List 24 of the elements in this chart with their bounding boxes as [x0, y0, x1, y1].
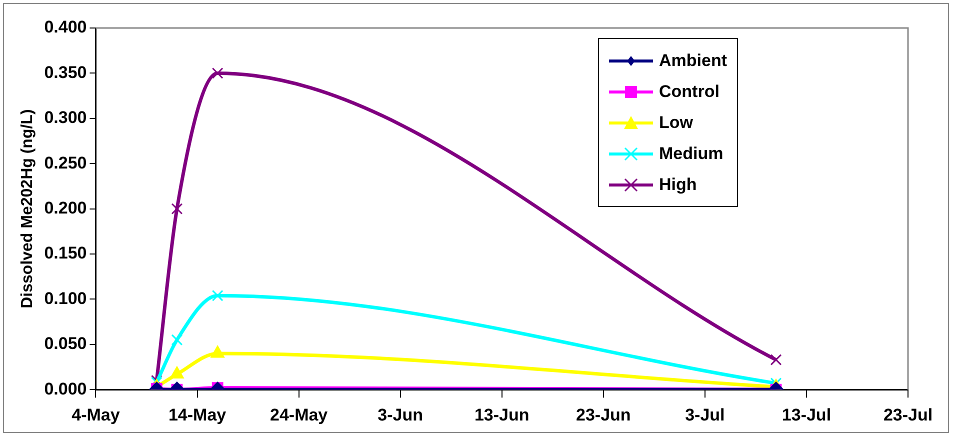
- x-tick-label: 3-Jul: [685, 405, 725, 424]
- legend-label: Ambient: [659, 50, 727, 70]
- x-tick-label: 14-May: [168, 405, 227, 424]
- y-tick-label: 0.400: [44, 18, 87, 37]
- legend-label: High: [659, 174, 697, 194]
- x-tick-label: 13-Jul: [782, 405, 832, 424]
- x-tick-label: 24-May: [270, 405, 328, 424]
- y-axis-title: Dissolved Me202Hg (ng/L): [19, 109, 36, 308]
- x-tick-label: 23-Jul: [883, 405, 933, 424]
- y-tick-label: 0.250: [44, 153, 87, 172]
- y-tick-label: 0.000: [44, 379, 87, 398]
- x-tick-label: 23-Jun: [576, 405, 631, 424]
- y-tick-label: 0.350: [44, 62, 87, 82]
- x-tick-label: 13-Jun: [474, 405, 530, 424]
- y-tick-label: 0.100: [44, 288, 87, 308]
- legend-label: Medium: [659, 144, 724, 164]
- y-tick-label: 0.200: [44, 198, 87, 218]
- y-tick-label: 0.300: [44, 108, 87, 128]
- y-tick-label: 0.050: [44, 334, 87, 354]
- x-tick-label: 3-Jun: [378, 405, 424, 424]
- legend-label: Low: [659, 112, 693, 132]
- legend-label: Control: [659, 82, 720, 102]
- x-tick-label: 4-May: [72, 405, 120, 424]
- y-tick-label: 0.150: [44, 244, 87, 263]
